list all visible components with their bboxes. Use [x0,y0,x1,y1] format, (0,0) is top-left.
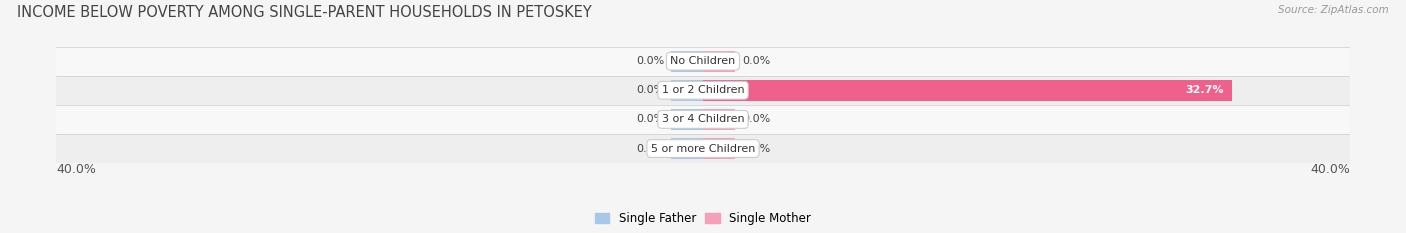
Bar [671,80,703,101]
Text: Source: ZipAtlas.com: Source: ZipAtlas.com [1278,5,1389,15]
Bar [56,105,1350,134]
Bar [703,80,1232,101]
Bar [703,109,735,130]
Text: 0.0%: 0.0% [636,85,664,95]
Text: INCOME BELOW POVERTY AMONG SINGLE-PARENT HOUSEHOLDS IN PETOSKEY: INCOME BELOW POVERTY AMONG SINGLE-PARENT… [17,5,592,20]
Text: 0.0%: 0.0% [742,114,770,124]
Bar [56,47,1350,76]
Text: 0.0%: 0.0% [742,56,770,66]
Bar [56,134,1350,163]
Bar [671,138,703,159]
Text: 3 or 4 Children: 3 or 4 Children [662,114,744,124]
Text: 0.0%: 0.0% [742,144,770,154]
Text: No Children: No Children [671,56,735,66]
Bar [671,109,703,130]
Text: 1 or 2 Children: 1 or 2 Children [662,85,744,95]
Text: 5 or more Children: 5 or more Children [651,144,755,154]
Bar [671,51,703,72]
Bar [703,51,735,72]
Bar [56,76,1350,105]
Text: 32.7%: 32.7% [1185,85,1223,95]
Bar [703,138,735,159]
Text: 40.0%: 40.0% [56,163,96,176]
Text: 0.0%: 0.0% [636,114,664,124]
Legend: Single Father, Single Mother: Single Father, Single Mother [591,207,815,230]
Text: 40.0%: 40.0% [1310,163,1350,176]
Text: 0.0%: 0.0% [636,144,664,154]
Text: 0.0%: 0.0% [636,56,664,66]
